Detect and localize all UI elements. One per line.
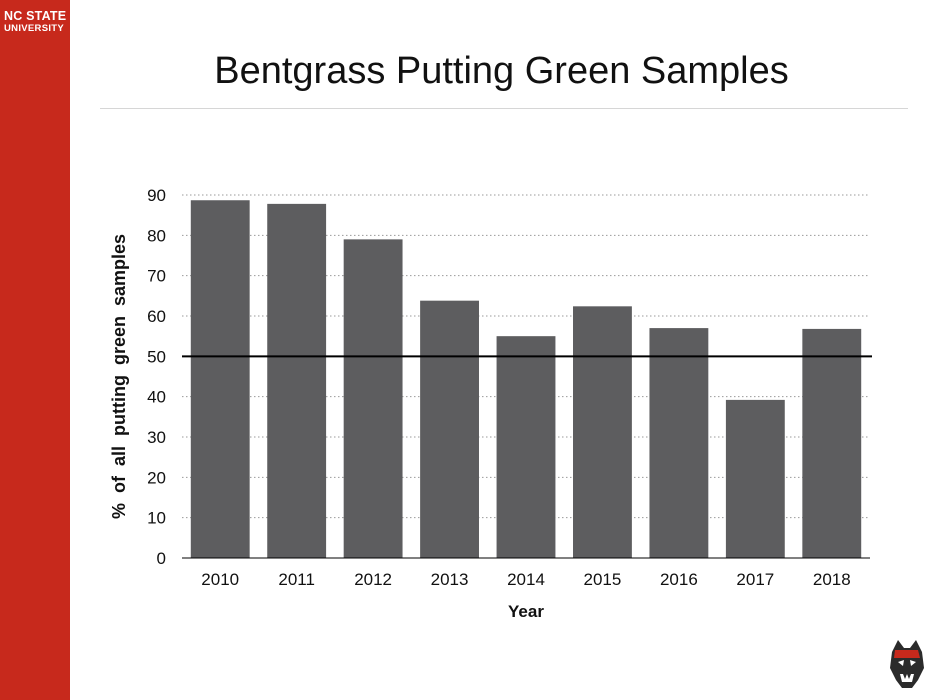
x-tick-label: 2014 (507, 570, 545, 589)
bar-2013 (420, 300, 479, 558)
x-tick-label: 2018 (813, 570, 851, 589)
bar-2012 (343, 239, 403, 558)
logo-line-1: NC STATE (4, 9, 67, 23)
university-logo: NC STATE UNIVERSITY (4, 10, 66, 33)
x-tick-label: 2013 (431, 570, 469, 589)
bars (190, 200, 862, 558)
bar-2011 (267, 203, 327, 558)
x-tick-label: 2017 (736, 570, 774, 589)
y-tick-label: 80 (147, 226, 166, 245)
y-tick-label: 60 (147, 307, 166, 326)
x-tick-labels: 2010 2011 2012 2013 2014 2015 2016 2017 2018 (201, 570, 850, 589)
y-tick-label: 90 (147, 186, 166, 205)
x-axis-label: Year (508, 602, 544, 621)
x-tick-label: 2012 (354, 570, 392, 589)
x-tick-label: 2010 (201, 570, 239, 589)
y-tick-label: 30 (147, 428, 166, 447)
bar-2010 (190, 200, 250, 558)
x-tick-label: 2015 (584, 570, 622, 589)
sidebar-band: NC STATE UNIVERSITY (0, 0, 70, 700)
title-divider (100, 108, 908, 109)
y-axis-label: % of all putting green samples (109, 234, 129, 519)
x-tick-label: 2016 (660, 570, 698, 589)
bar-2018 (802, 328, 862, 558)
bar-2017 (725, 399, 785, 558)
bar-2016 (649, 328, 709, 558)
bar-2014 (496, 336, 556, 558)
y-tick-label: 10 (147, 509, 166, 528)
y-tick-label: 50 (147, 347, 166, 366)
y-tick-label: 0 (157, 549, 166, 568)
logo-line-2: UNIVERSITY (4, 22, 65, 34)
y-tick-label: 70 (147, 267, 166, 286)
x-tick-label: 2011 (278, 570, 315, 589)
y-tick-label: 20 (147, 468, 166, 487)
y-tick-labels: 0 10 20 30 40 50 60 70 80 90 (147, 186, 166, 568)
y-tick-label: 40 (147, 388, 166, 407)
wolf-mascot-icon (890, 640, 924, 688)
bar-2015 (573, 306, 632, 558)
slide-title: Bentgrass Putting Green Samples (214, 50, 789, 92)
